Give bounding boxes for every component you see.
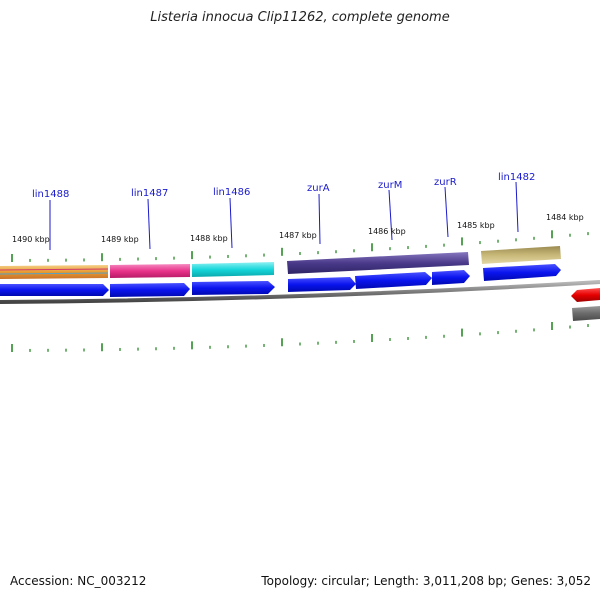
leader-line [388, 189, 393, 241]
feature-bar-lin1487 [110, 264, 190, 278]
gene-label-lin1486: lin1486 [213, 187, 250, 198]
cds-arrow-lin1488 [0, 284, 109, 296]
cds-arrow-zurA [288, 277, 356, 292]
cds-arrow-reverse [571, 288, 600, 302]
kbp-label: 1484 kbp [546, 213, 584, 222]
genome-backbone [0, 280, 600, 304]
feature-bar-lin1486 [192, 262, 274, 277]
cds-track-forward [0, 264, 561, 297]
leader-line [515, 181, 519, 233]
kbp-label: 1486 kbp [368, 227, 406, 236]
inner-tick-marks [11, 321, 589, 352]
feature-bar-lin1488 [0, 265, 108, 279]
feature-stripe [0, 272, 109, 275]
kbp-label: 1489 kbp [101, 235, 139, 244]
kbp-label: 1485 kbp [457, 221, 495, 230]
gene-label-lin1482: lin1482 [498, 172, 535, 183]
feature-track [0, 246, 600, 321]
leader-line [444, 186, 449, 238]
kbp-label: 1488 kbp [190, 234, 228, 243]
cds-arrow-lin1482 [483, 264, 561, 281]
feature-stripe [0, 268, 109, 271]
leader-line [229, 197, 233, 249]
cds-arrow-zurM [355, 272, 432, 289]
gene-label-zurR: zurR [434, 177, 457, 188]
gene-labels: lin1488 lin1487 lin1486 zurA zurM zurR l… [32, 172, 535, 250]
gene-label-zurA: zurA [307, 183, 330, 194]
gene-label-zurM: zurM [378, 180, 402, 191]
genome-summary-text: Topology: circular; Length: 3,011,208 bp… [261, 574, 591, 588]
gene-label-lin1487: lin1487 [131, 188, 168, 199]
kbp-label: 1487 kbp [279, 231, 317, 240]
leader-line [147, 198, 151, 250]
feature-bar-lin1482 [481, 246, 561, 264]
accession-text: Accession: NC_003212 [10, 574, 147, 588]
feature-bar-zurA-zurR [287, 252, 469, 274]
gene-label-lin1488: lin1488 [32, 189, 69, 200]
kbp-label: 1490 kbp [12, 235, 50, 244]
map-title: Listeria innocua Clip11262, complete gen… [150, 10, 450, 25]
cds-arrow-lin1487 [110, 283, 190, 297]
cds-arrow-lin1486 [192, 281, 275, 295]
kbp-labels: 1490 kbp 1489 kbp 1488 kbp 1487 kbp 1486… [12, 213, 584, 244]
feature-bar-gray [572, 306, 600, 321]
outer-tick-marks [11, 230, 589, 262]
leader-line [318, 193, 321, 245]
cds-arrow-zurR [432, 270, 470, 285]
